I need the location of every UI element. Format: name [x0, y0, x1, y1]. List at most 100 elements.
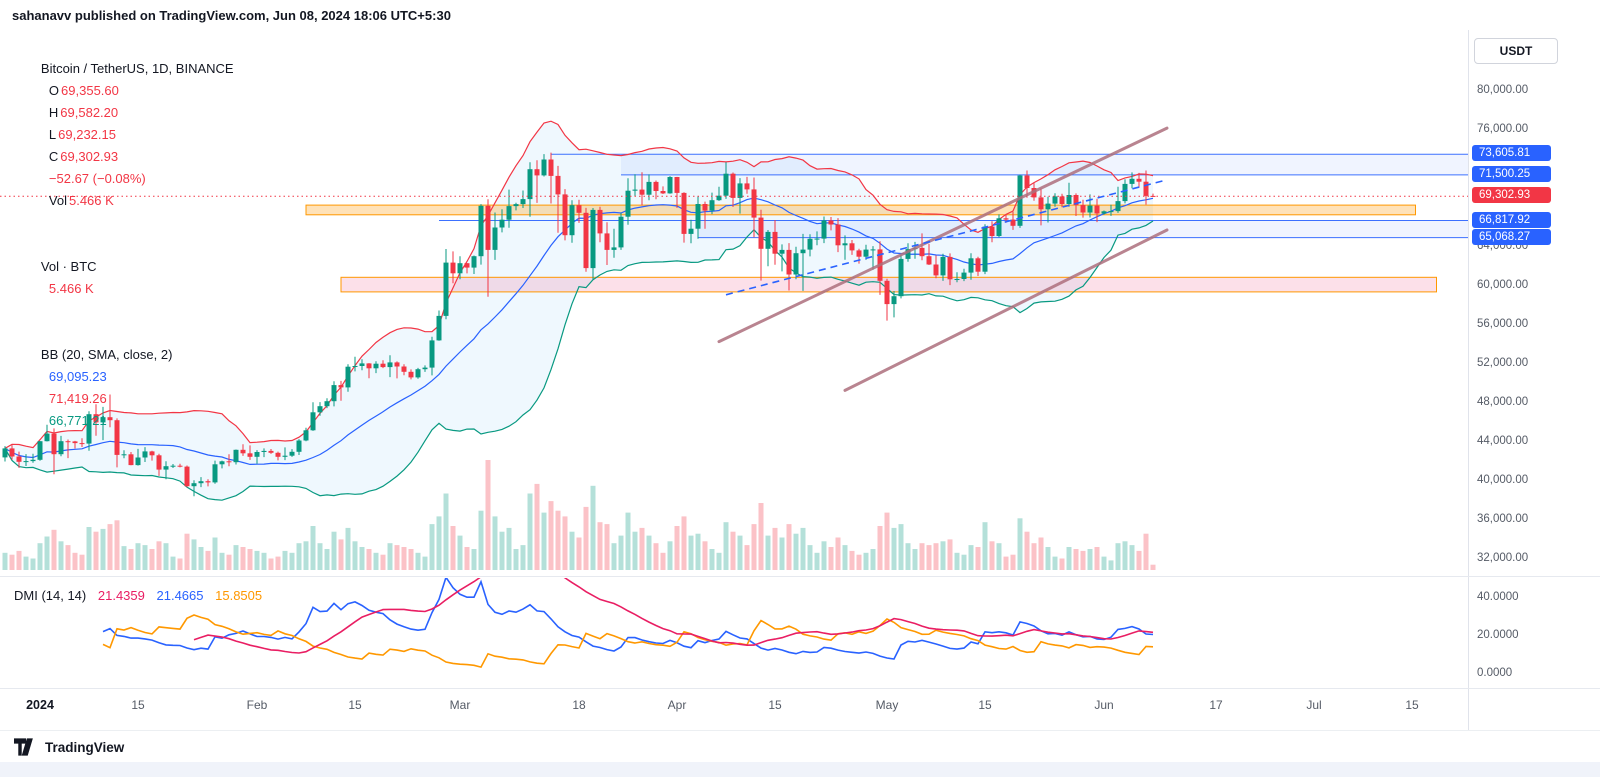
time-axis[interactable]: 2024 15 Feb 15 Mar 18 Apr 15 May 15 Jun 17 Jul 15: [0, 688, 1468, 730]
volume-bar: [205, 550, 211, 570]
time-axis-label[interactable]: Jun: [1094, 698, 1114, 712]
candle-body: [660, 191, 666, 194]
price-chip: 71,500.25: [1472, 165, 1551, 182]
candle-body: [548, 159, 554, 176]
candle-body: [513, 204, 519, 207]
candle-body: [443, 262, 449, 316]
candle-body: [842, 243, 848, 246]
volume-bar: [940, 541, 946, 570]
volume-bar: [289, 552, 295, 570]
candle-body: [1129, 178, 1135, 184]
volume-bar: [513, 549, 519, 570]
candle-body: [51, 433, 57, 455]
candle-body: [639, 189, 645, 195]
candle-body: [618, 216, 624, 248]
volume-bar: [310, 526, 316, 570]
candle-body: [786, 249, 792, 275]
volume-bar: [1129, 545, 1135, 570]
price-axis-label: 76,000.00: [1477, 123, 1529, 135]
candle-body: [114, 420, 120, 455]
volume-bar: [828, 547, 834, 570]
volume-bar: [702, 541, 708, 570]
time-axis-label[interactable]: Jul: [1306, 698, 1322, 712]
time-axis-label[interactable]: Feb: [246, 698, 268, 712]
volume-bar: [1052, 556, 1058, 570]
axis-separator: [0, 688, 1600, 689]
volume-bar: [884, 512, 890, 570]
volume-bar: [247, 549, 253, 570]
volume-bar: [814, 552, 820, 570]
candle-body: [905, 249, 911, 259]
time-axis-label[interactable]: 15: [1405, 698, 1419, 712]
time-axis-label[interactable]: 15: [348, 698, 362, 712]
volume-bar: [954, 552, 960, 570]
time-axis-label[interactable]: 2024: [26, 698, 54, 712]
volume-bar: [387, 543, 393, 570]
candle-body: [849, 243, 855, 251]
candle-body: [716, 195, 722, 201]
candle-body: [506, 206, 512, 220]
volume-bar: [919, 543, 925, 570]
candle-body: [723, 173, 729, 196]
volume-bar: [1059, 558, 1065, 570]
candle-body: [856, 250, 862, 257]
volume-bar: [2, 552, 8, 570]
time-axis-label[interactable]: 15: [768, 698, 782, 712]
volume-bar: [464, 547, 470, 570]
candle-body: [541, 159, 547, 176]
volume-bar: [807, 545, 813, 570]
tradingview-wordmark[interactable]: TradingView: [45, 739, 125, 755]
bb-lower-line: [4, 220, 1154, 501]
candle-body: [282, 455, 288, 457]
volume-bar: [282, 550, 288, 570]
bottom-strip: [0, 762, 1600, 777]
candlestick-chart[interactable]: [0, 30, 1468, 688]
candle-body: [464, 263, 470, 268]
candle-body: [954, 279, 960, 280]
price-axis-label: 40,000.00: [1477, 474, 1529, 486]
volume-bar: [695, 533, 701, 570]
candle-body: [100, 417, 106, 423]
candle-body: [471, 256, 477, 268]
time-axis-label[interactable]: Apr: [667, 698, 687, 712]
candle-body: [583, 212, 589, 269]
price-axis[interactable]: USDT 80,000.00 76,000.00 64,000.00 60,000.0…: [1468, 30, 1600, 730]
volume-bar: [1017, 518, 1023, 570]
time-axis-label[interactable]: Mar: [449, 698, 471, 712]
volume-bar: [961, 554, 967, 570]
time-axis-label[interactable]: 17: [1209, 698, 1223, 712]
time-axis-label[interactable]: 18: [572, 698, 586, 712]
volume-bar: [898, 524, 904, 570]
time-axis-label[interactable]: 15: [978, 698, 992, 712]
candle-body: [65, 441, 71, 443]
volume-bar: [905, 543, 911, 570]
candle-body: [191, 483, 197, 487]
candle-body: [779, 249, 785, 254]
currency-button[interactable]: USDT: [1474, 38, 1558, 64]
candle-body: [247, 453, 253, 457]
candle-body: [758, 217, 764, 249]
volume-bar: [597, 522, 603, 570]
candle-body: [394, 362, 400, 367]
volume-bar: [982, 522, 988, 570]
candle-body: [1003, 218, 1009, 220]
attribution-author: sahanavv: [12, 7, 72, 23]
volume-bar: [800, 527, 806, 570]
time-axis-label[interactable]: May: [875, 698, 899, 712]
volume-bar: [429, 524, 435, 570]
candle-body: [275, 452, 281, 457]
volume-bar: [842, 545, 848, 570]
candle-body: [1024, 175, 1030, 188]
tradingview-logo-icon[interactable]: [14, 738, 38, 756]
candle-body: [597, 209, 603, 234]
time-axis-label[interactable]: 15: [131, 698, 145, 712]
bollinger-fill: [5, 121, 1153, 501]
candle-body: [1122, 183, 1128, 202]
volume-bar: [359, 547, 365, 570]
candle-body: [1017, 175, 1023, 226]
volume-bar: [72, 552, 78, 570]
attribution-bar: sahanavv published on TradingView.com, J…: [0, 0, 1600, 30]
pane-separator[interactable]: [0, 576, 1600, 577]
candle-body: [1066, 195, 1072, 204]
dmi-adx-line: [193, 578, 1154, 654]
